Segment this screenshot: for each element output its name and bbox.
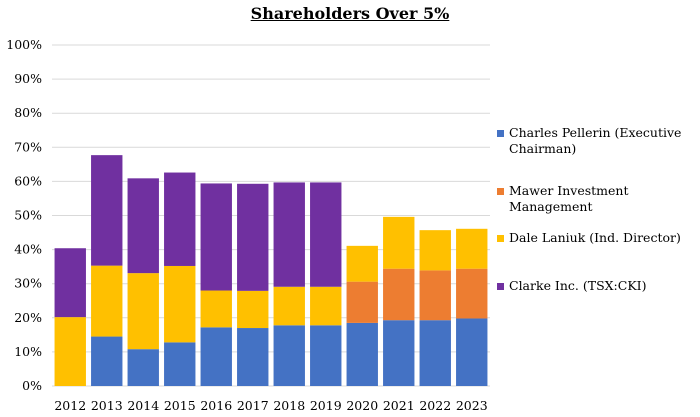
y-tick-label: 50% bbox=[14, 208, 42, 223]
y-tick-label: 10% bbox=[14, 344, 42, 359]
bar-segment bbox=[54, 248, 86, 318]
x-tick-label: 2021 bbox=[383, 398, 415, 413]
bar-segment bbox=[91, 336, 123, 386]
x-tick-label: 2014 bbox=[127, 398, 159, 413]
y-tick-label: 30% bbox=[14, 276, 42, 291]
bar-segment bbox=[346, 322, 378, 386]
bar-segment bbox=[383, 216, 415, 269]
bar-segment bbox=[200, 183, 232, 291]
bar-segment bbox=[456, 268, 488, 319]
bar-segment bbox=[456, 318, 488, 386]
y-tick-label: 70% bbox=[14, 139, 42, 154]
bar-segment bbox=[164, 265, 196, 343]
bar-segment bbox=[310, 325, 342, 386]
bar-segment bbox=[310, 286, 342, 326]
legend-swatch bbox=[497, 188, 504, 195]
bar-segment bbox=[237, 290, 269, 329]
x-tick-label: 2018 bbox=[273, 398, 305, 413]
y-tick-label: 40% bbox=[14, 242, 42, 257]
bar-segment bbox=[54, 317, 86, 386]
bar-segment bbox=[91, 155, 123, 266]
x-tick-label: 2013 bbox=[91, 398, 123, 413]
legend-label: Mawer Investment Management bbox=[509, 183, 629, 214]
bar-segment bbox=[273, 182, 305, 287]
chart-title: Shareholders Over 5% bbox=[250, 4, 450, 23]
bar-segment bbox=[346, 281, 378, 323]
bar-segment bbox=[237, 183, 269, 291]
bar-segment bbox=[200, 327, 232, 386]
y-tick-label: 60% bbox=[14, 173, 42, 188]
y-tick-label: 80% bbox=[14, 105, 42, 120]
y-tick-label: 100% bbox=[6, 37, 42, 52]
legend-swatch bbox=[497, 130, 504, 137]
y-tick-label: 0% bbox=[22, 378, 42, 393]
y-tick-label: 90% bbox=[14, 71, 42, 86]
legend-label: Charles Pellerin (Executive Chairman) bbox=[509, 125, 682, 156]
legend-label: Clarke Inc. (TSX:CKI) bbox=[509, 278, 647, 293]
bar-segment bbox=[127, 178, 159, 274]
legend-swatch bbox=[497, 283, 504, 290]
bar-segment bbox=[127, 273, 159, 350]
bar-segment bbox=[456, 228, 488, 269]
bar-segment bbox=[237, 328, 269, 386]
x-tick-label: 2023 bbox=[456, 398, 488, 413]
x-tick-label: 2022 bbox=[419, 398, 451, 413]
bar-segment bbox=[273, 325, 305, 386]
x-tick-label: 2017 bbox=[237, 398, 269, 413]
bar-segment bbox=[164, 172, 196, 266]
bar-segment bbox=[383, 320, 415, 386]
bar-segment bbox=[383, 268, 415, 321]
x-tick-label: 2020 bbox=[346, 398, 378, 413]
legend-label: Dale Laniuk (Ind. Director) bbox=[509, 230, 681, 245]
x-tick-label: 2012 bbox=[54, 398, 86, 413]
bar-segment bbox=[127, 349, 159, 386]
x-tick-label: 2015 bbox=[164, 398, 196, 413]
bar-segment bbox=[273, 286, 305, 326]
bar-segment bbox=[419, 270, 451, 321]
bar-segment bbox=[419, 230, 451, 271]
bar-segment bbox=[164, 342, 196, 386]
bar-segment bbox=[310, 182, 342, 287]
bar-segment bbox=[91, 265, 123, 337]
x-tick-label: 2016 bbox=[200, 398, 232, 413]
x-tick-label: 2019 bbox=[310, 398, 342, 413]
legend-swatch bbox=[497, 235, 504, 242]
bar-segment bbox=[419, 320, 451, 386]
y-tick-label: 20% bbox=[14, 310, 42, 325]
bar-segment bbox=[346, 245, 378, 282]
bar-segment bbox=[200, 290, 232, 328]
